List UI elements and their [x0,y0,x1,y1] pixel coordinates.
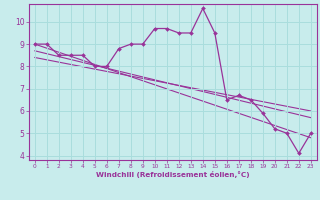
X-axis label: Windchill (Refroidissement éolien,°C): Windchill (Refroidissement éolien,°C) [96,171,250,178]
